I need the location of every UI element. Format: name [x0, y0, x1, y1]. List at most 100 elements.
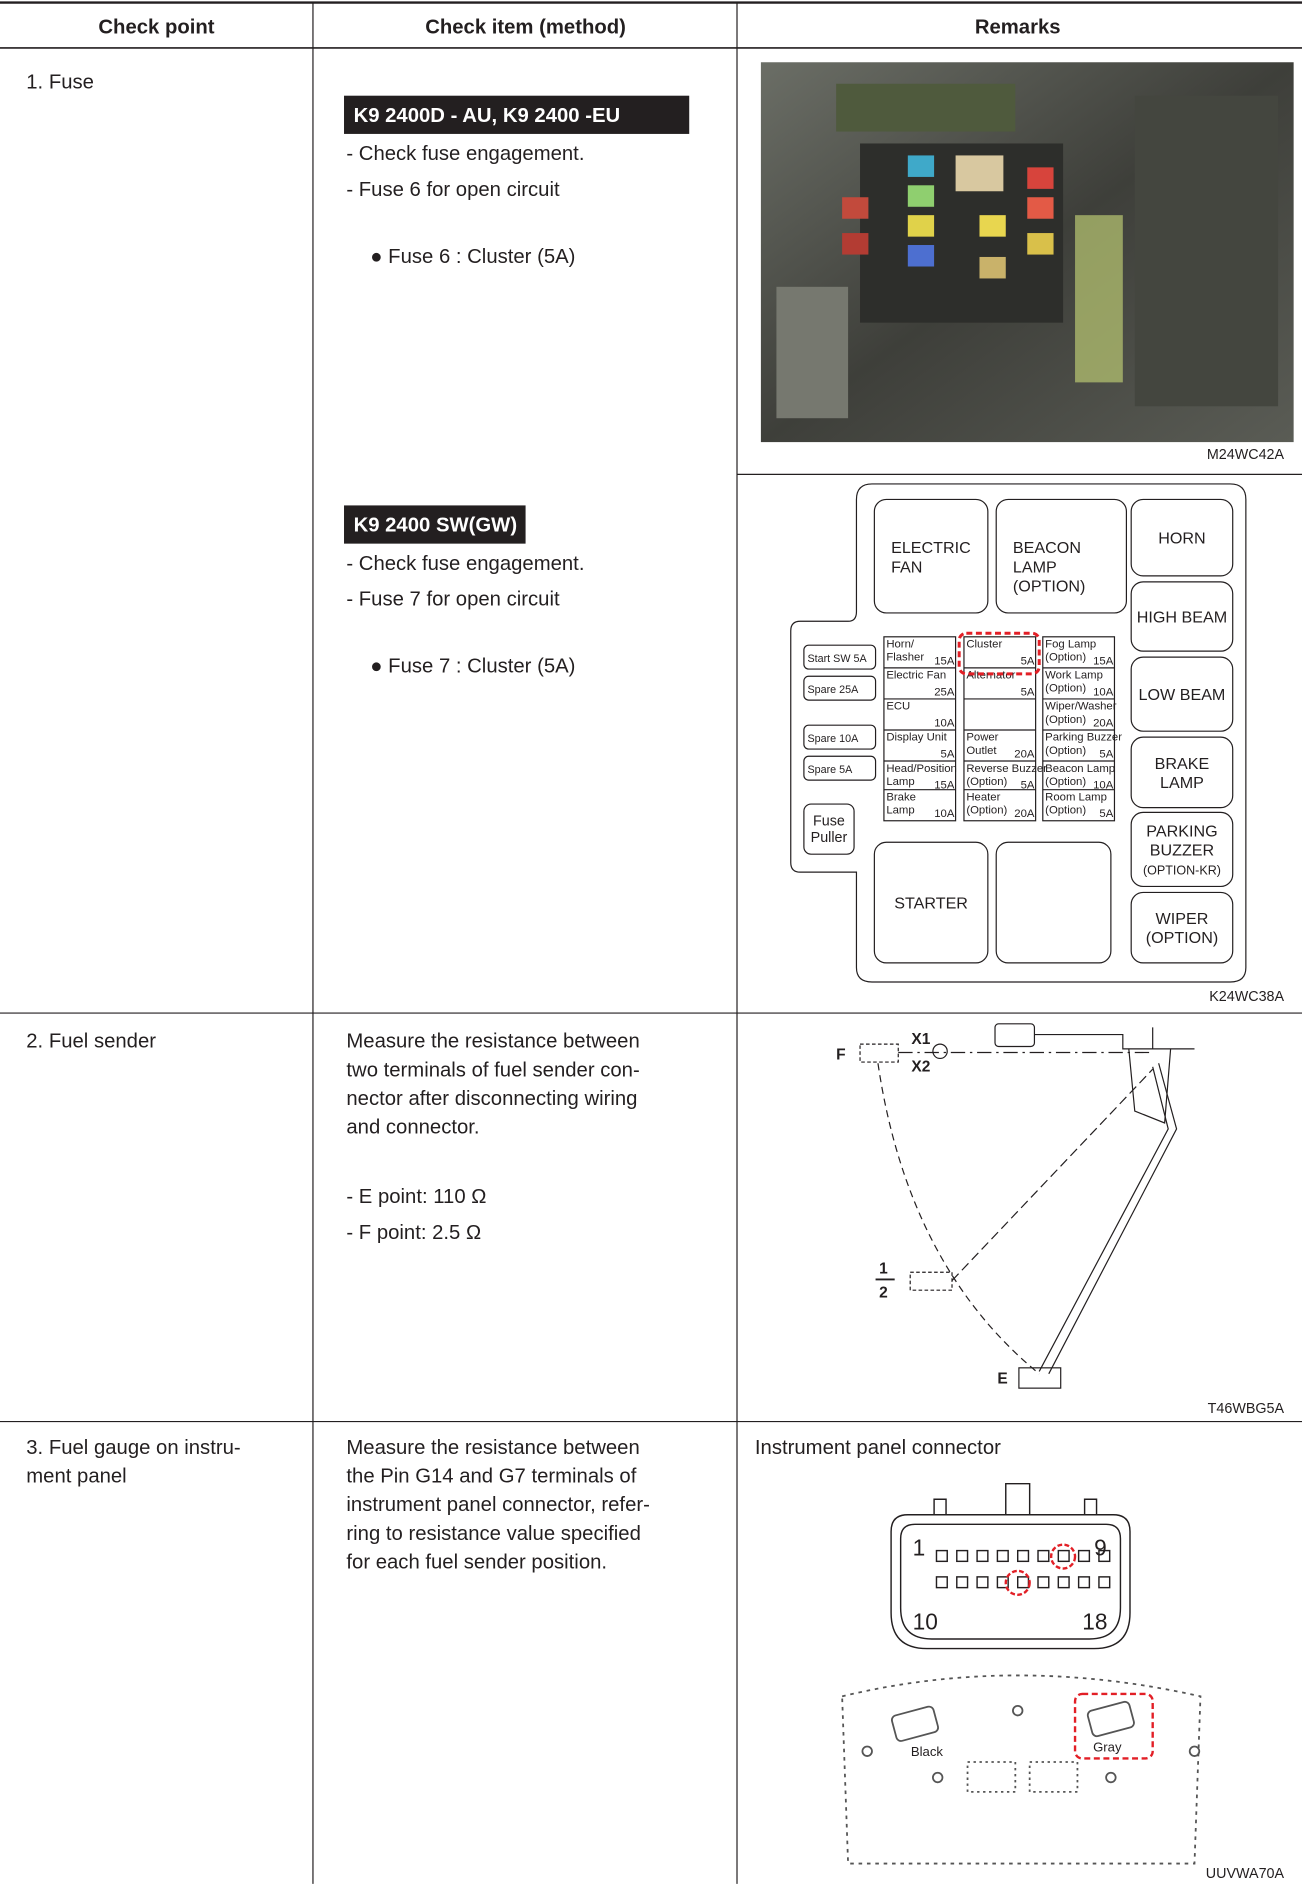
fuse-label: (Option) [1045, 805, 1086, 817]
pin [1077, 1576, 1091, 1589]
spare-fuse-label: Spare 25A [807, 684, 859, 696]
relay-slot [873, 841, 989, 964]
relay-slot [1130, 736, 1234, 809]
fuse-label: (Option) [966, 776, 1007, 788]
method-line: Measure the resistance between [346, 1437, 639, 1459]
model-label-bg [344, 505, 526, 544]
fuse-puller-label: Fuse [813, 814, 845, 830]
fuse-rating: 5A [1021, 780, 1035, 792]
relay-label: LAMP [1013, 558, 1057, 576]
pin [1016, 1576, 1030, 1589]
fuse-label: Heater [966, 791, 1000, 803]
relay-label: BUZZER [1150, 841, 1214, 859]
fuse-rating: 20A [1093, 717, 1114, 729]
pin [1037, 1576, 1050, 1589]
mount-hole [861, 1745, 873, 1757]
pin-number: 18 [1082, 1608, 1107, 1634]
float-housing [994, 1023, 1036, 1048]
check-point: 2. Fuel sender [26, 1031, 156, 1053]
fuse-label: Brake [886, 791, 916, 803]
spare-fuse [803, 724, 877, 750]
pin [976, 1549, 989, 1563]
pin [1098, 1576, 1111, 1589]
diagram-label: X2 [911, 1059, 930, 1076]
fuse-label: Fog Lamp [1045, 639, 1096, 651]
pin [1057, 1576, 1070, 1589]
fuse-label: Wiper/Washer [1045, 701, 1117, 713]
relay-slot-empty [995, 841, 1112, 964]
connector-inner [899, 1523, 1122, 1640]
fuse-label: (Option) [1045, 652, 1086, 664]
sender-body [1128, 1027, 1172, 1124]
fuse-label: Head/Position [886, 763, 957, 775]
relay-label: LAMP [1160, 774, 1204, 792]
figure-code: T46WBG5A [1208, 1401, 1285, 1417]
relay-label: FAN [891, 558, 922, 576]
pin [956, 1576, 969, 1589]
relay-label: WIPER [1156, 910, 1209, 928]
fuse-rating: 10A [934, 808, 955, 820]
method-line: nector after disconnecting wiring [346, 1088, 637, 1110]
pin [976, 1576, 989, 1589]
fuse-box-diagram [790, 483, 1247, 983]
method-line: for each fuel sender position. [346, 1552, 607, 1574]
fuse-rating: 10A [1093, 780, 1114, 792]
column-header: Check item (method) [425, 17, 626, 39]
bullet-note: ● Fuse 7 : Cluster (5A) [370, 656, 575, 678]
fuse-rating: 5A [1021, 686, 1035, 698]
spec-line: - E point: 110 Ω [346, 1186, 486, 1208]
fuse-rating: 20A [1014, 808, 1035, 820]
spare-fuse [803, 644, 877, 670]
fuse-rating: 15A [934, 780, 955, 792]
pin-number: 9 [1094, 1534, 1107, 1560]
method-line: Measure the resistance between [346, 1031, 639, 1053]
method-line: instrument panel connector, refer- [346, 1494, 649, 1516]
float-half [909, 1271, 953, 1291]
connector-color-label: Gray [1093, 1739, 1122, 1754]
relay-label: BRAKE [1155, 755, 1210, 773]
fuse-photo [760, 62, 1294, 443]
pin-highlight [1004, 1569, 1031, 1596]
relay-slot [1130, 498, 1234, 577]
spare-fuse-label: Spare 5A [807, 764, 853, 776]
fuse-column [1042, 636, 1116, 822]
fuse-label: (Option) [1045, 745, 1086, 757]
method-line: and connector. [346, 1117, 479, 1139]
figure-code: K24WC38A [1209, 989, 1284, 1005]
pin [996, 1549, 1009, 1563]
cluster-highlight [957, 631, 1041, 676]
method-step: - Fuse 7 for open circuit [346, 589, 560, 611]
fuse-label: Flasher [886, 652, 924, 664]
fuse-rating: 5A [1099, 808, 1113, 820]
fuse-label: Horn/ [886, 639, 915, 651]
fuse-label: Reverse Buzzer [966, 763, 1047, 775]
relay-label: (OPTION-KR) [1143, 864, 1221, 878]
spare-fuse-label: Start SW 5A [807, 653, 867, 665]
fuse-label: Work Lamp [1045, 670, 1103, 682]
float-f [859, 1043, 899, 1063]
model-label-bg [344, 95, 690, 134]
bullet-note: ● Fuse 6 : Cluster (5A) [370, 246, 575, 268]
fuse-label: Lamp [886, 805, 914, 817]
mount-hole [1105, 1771, 1117, 1784]
fuse-rating: 5A [1099, 748, 1113, 760]
relay-label: BEACON [1013, 539, 1081, 557]
relay-label: LOW BEAM [1139, 686, 1226, 704]
diagram-label: F [836, 1047, 845, 1064]
diagram-label: X1 [911, 1031, 930, 1048]
connector-color-label: Black [911, 1744, 944, 1759]
model-label: K9 2400 SW(GW) [354, 515, 518, 537]
mount-hole [932, 1771, 944, 1784]
pin [935, 1549, 948, 1563]
fuel-sender-diagram [859, 1023, 1195, 1389]
fuse-label: (Option) [1045, 714, 1086, 726]
pin-number: 1 [913, 1534, 926, 1560]
half-line [951, 1068, 1154, 1282]
relay-label: PARKING [1146, 822, 1217, 840]
connector-shell [890, 1514, 1131, 1650]
cluster-detail [1028, 1761, 1079, 1793]
fuse-box-outline [790, 483, 1247, 983]
pin [1098, 1549, 1111, 1563]
pin [1057, 1549, 1070, 1563]
